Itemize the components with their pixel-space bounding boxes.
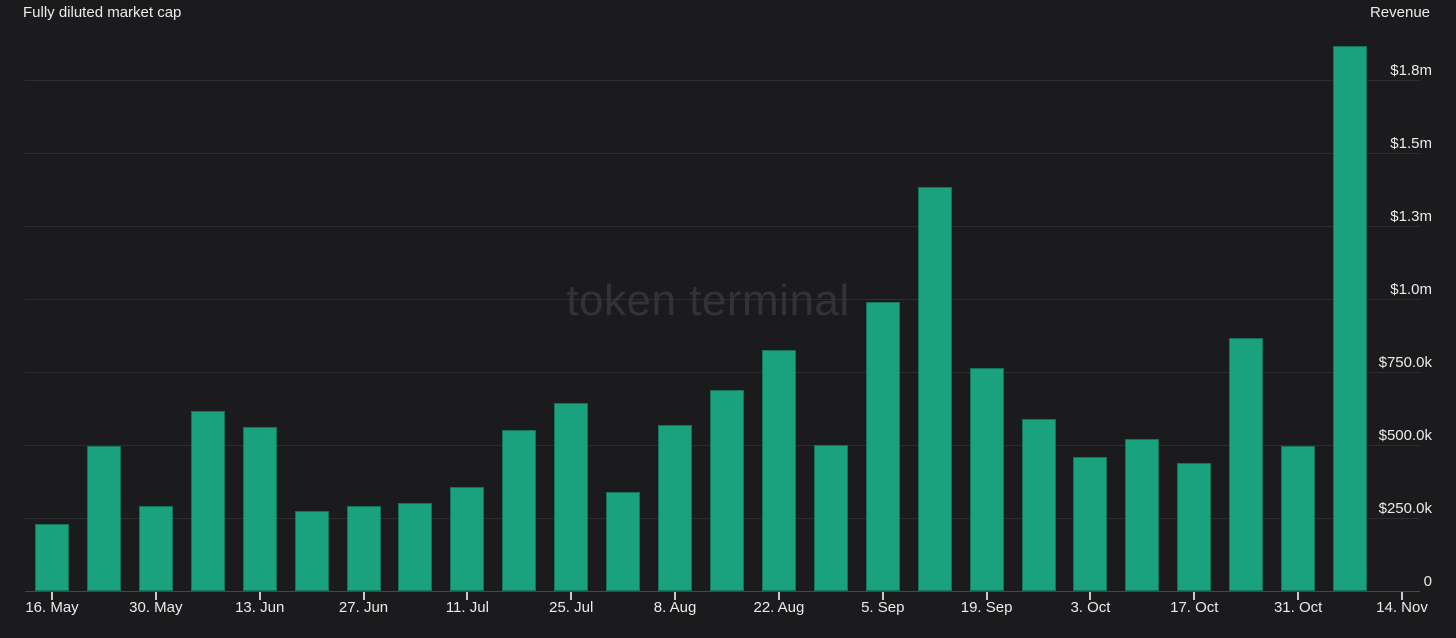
bar[interactable] (138, 506, 173, 591)
gridline (25, 226, 1420, 227)
x-axis-tick-label: 11. Jul (445, 599, 489, 616)
bar[interactable] (813, 445, 848, 591)
x-axis-tick-label: 14. Nov (1376, 599, 1428, 616)
x-axis-tick-label: 25. Jul (549, 599, 594, 616)
y-axis-tick-label: $1.8m (1390, 62, 1432, 79)
gridline (25, 372, 1420, 373)
x-axis-tick-label: 30. May (129, 599, 183, 616)
bar[interactable] (190, 411, 225, 591)
bar[interactable] (86, 446, 121, 591)
x-axis-tick-mark (881, 592, 884, 600)
bar[interactable] (1281, 446, 1316, 591)
y-axis-tick-label: $750.0k (1378, 354, 1432, 371)
bar[interactable] (554, 402, 589, 591)
right-axis-title: Revenue (1369, 4, 1430, 21)
x-axis-tick-mark (1193, 592, 1196, 600)
x-axis-tick-mark (674, 592, 677, 600)
bar[interactable] (1333, 46, 1368, 591)
gridline (25, 80, 1420, 81)
bar[interactable] (606, 491, 641, 591)
y-axis-tick-label: $1.3m (1390, 208, 1432, 225)
x-axis-tick-mark (362, 592, 365, 600)
bar[interactable] (865, 301, 900, 591)
x-axis-tick-label: 16. May (25, 599, 79, 616)
bar[interactable] (969, 367, 1004, 591)
bar[interactable] (35, 523, 69, 591)
x-axis-tick-label: 31. Oct (1273, 599, 1323, 616)
bar[interactable] (1073, 456, 1108, 591)
bar[interactable] (242, 427, 277, 591)
x-axis-tick-label: 22. Aug (753, 599, 805, 616)
x-axis-tick-mark (1089, 592, 1092, 600)
y-axis-tick-label: 0 (1423, 573, 1432, 590)
x-axis-tick-label: 27. Jun (338, 599, 389, 616)
left-axis-title: Fully diluted market cap (23, 4, 182, 21)
x-axis-tick-mark (777, 592, 780, 600)
x-axis-tick-label: 17. Oct (1170, 599, 1219, 616)
x-axis-tick-mark (258, 592, 261, 600)
bar[interactable] (346, 506, 381, 591)
x-axis-tick-mark (466, 592, 469, 600)
token-terminal-watermark: token terminal (566, 276, 850, 325)
gridline (25, 153, 1420, 154)
x-axis-tick-label: 5. Sep (861, 599, 905, 616)
x-axis-tick-label: 19. Sep (960, 599, 1013, 616)
bar[interactable] (1125, 439, 1160, 591)
y-axis-tick-label: $500.0k (1378, 427, 1432, 444)
bar[interactable] (1177, 462, 1212, 591)
bar[interactable] (917, 186, 952, 591)
bar[interactable] (1229, 338, 1264, 591)
bar[interactable] (710, 389, 744, 591)
x-axis-tick-mark (1401, 592, 1403, 600)
bar[interactable] (1021, 418, 1056, 591)
bar[interactable] (502, 430, 537, 591)
x-axis-tick-label: 8. Aug (653, 599, 697, 616)
y-axis-tick-label: $1.5m (1390, 135, 1432, 152)
x-axis-tick-label: 13. Jun (235, 599, 285, 616)
zero-baseline (25, 591, 1420, 592)
bar[interactable] (658, 424, 693, 591)
x-axis-tick-mark (570, 592, 573, 600)
bar[interactable] (761, 350, 796, 591)
x-axis-tick-label: 3. Oct (1070, 599, 1111, 616)
x-axis-tick-mark (985, 592, 988, 600)
bar[interactable] (450, 487, 485, 591)
bar[interactable] (294, 510, 329, 591)
y-axis-tick-label: $250.0k (1378, 500, 1432, 517)
x-axis-tick-mark (154, 592, 157, 600)
gridline (25, 299, 1420, 300)
x-axis-tick-mark (51, 592, 53, 600)
x-axis-tick-mark (1297, 592, 1300, 600)
bar[interactable] (398, 503, 433, 591)
y-axis-tick-label: $1.0m (1390, 281, 1432, 298)
